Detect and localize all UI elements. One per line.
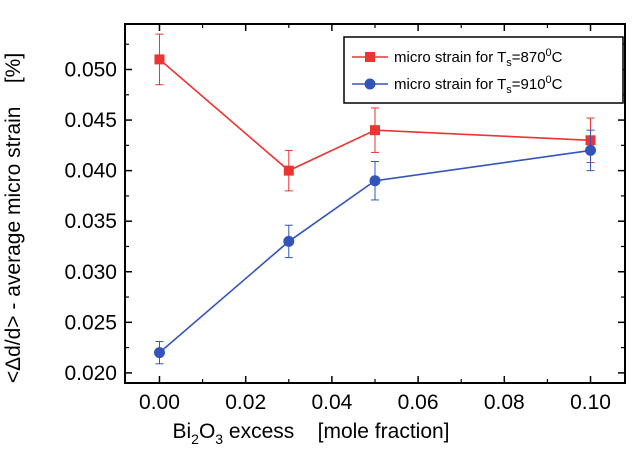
legend-entry-1: micro strain for Ts=8700C bbox=[352, 47, 563, 69]
data-point bbox=[154, 54, 165, 65]
y-tick-label: 0.020 bbox=[64, 362, 117, 385]
legend-entry-2: micro strain for Ts=9100C bbox=[352, 74, 563, 96]
legend-marker-2 bbox=[364, 78, 376, 90]
x-axis-title: Bi2O3 excess [mole fraction] bbox=[172, 420, 449, 447]
y-tick-label: 0.045 bbox=[64, 109, 117, 132]
x-tick-label: 0.10 bbox=[570, 391, 611, 414]
x-tick-label: 0.00 bbox=[139, 391, 180, 414]
y-tick-label: 0.030 bbox=[64, 261, 117, 284]
y-axis-title: <Δd/d> - average micro strain [%] bbox=[2, 53, 25, 383]
data-point bbox=[369, 175, 381, 187]
legend: micro strain for Ts=8700C micro strain f… bbox=[343, 36, 624, 104]
y-tick-label: 0.040 bbox=[64, 160, 117, 183]
series-line bbox=[158, 58, 591, 172]
x-tick-label: 0.06 bbox=[398, 391, 439, 414]
legend-box bbox=[343, 36, 624, 104]
x-tick-label: 0.08 bbox=[484, 391, 525, 414]
data-point bbox=[370, 125, 380, 136]
series-line bbox=[158, 149, 591, 354]
legend-label-2: micro strain for Ts=9100C bbox=[394, 74, 563, 96]
series-1 bbox=[154, 33, 596, 192]
y-tick-label: 0.050 bbox=[64, 59, 117, 82]
legend-marker-1 bbox=[365, 52, 375, 62]
plot-area: 0.00 0.02 0.04 0.06 0.08 0.10 0.020 0.025 0.030 0… bbox=[64, 23, 626, 414]
data-point bbox=[283, 235, 295, 247]
data-point bbox=[585, 144, 597, 156]
x-tick-label: 0.02 bbox=[225, 391, 266, 414]
data-point bbox=[153, 347, 165, 359]
legend-label-1: micro strain for Ts=8700C bbox=[394, 47, 563, 69]
x-tick-label: 0.04 bbox=[311, 391, 352, 414]
y-tick-label: 0.035 bbox=[64, 210, 117, 233]
y-tick-label: 0.025 bbox=[64, 311, 117, 334]
data-point bbox=[283, 165, 294, 176]
series-2 bbox=[153, 129, 597, 365]
